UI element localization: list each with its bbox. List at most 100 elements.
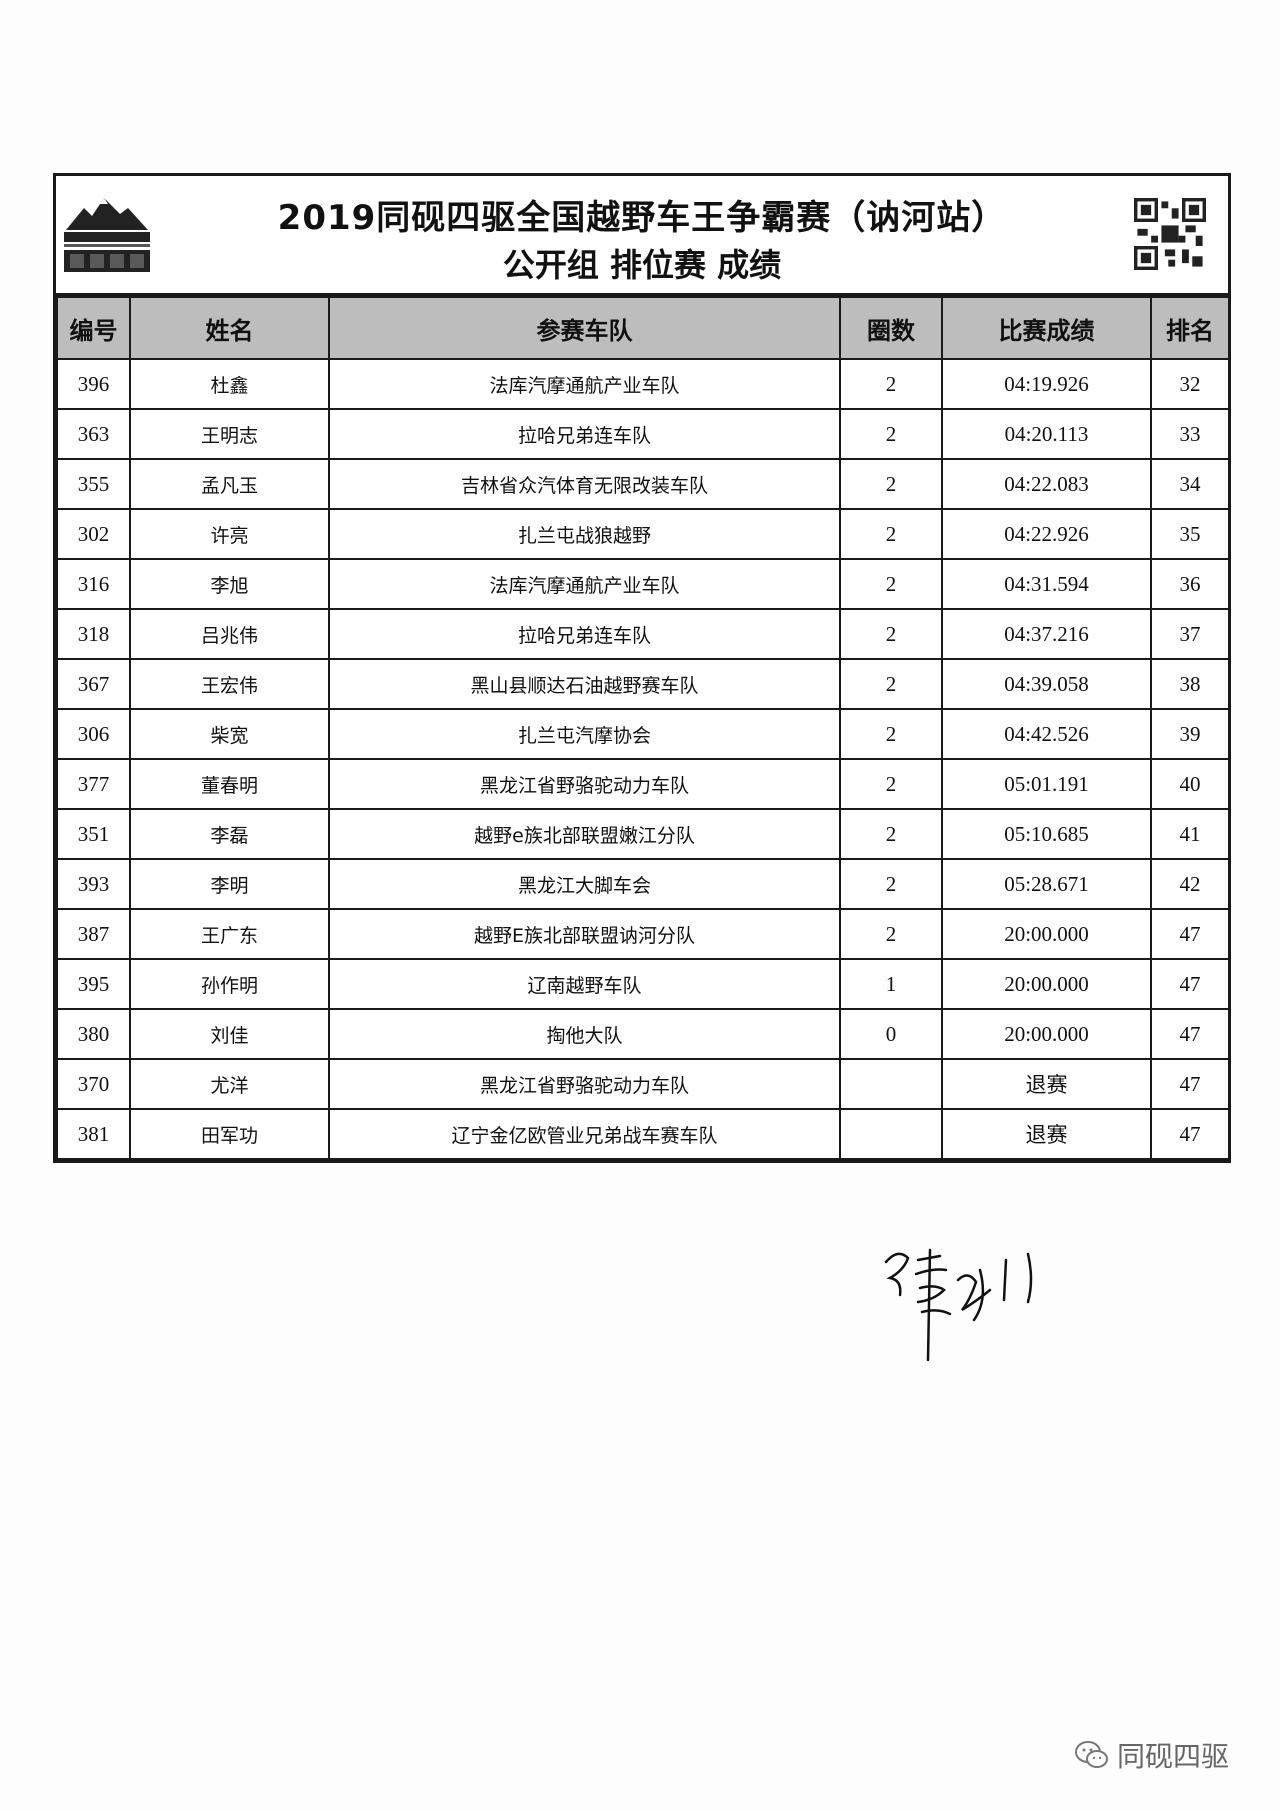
wechat-watermark: 同砚四驱	[1075, 1735, 1229, 1775]
race-result-cell: 04:19.926	[941, 358, 1152, 410]
laps-cell: 2	[839, 608, 943, 660]
tongyan-logo	[64, 198, 150, 272]
col-header-rank: 排名	[1150, 296, 1230, 360]
laps-cell: 2	[839, 808, 943, 860]
rank-cell: 41	[1150, 808, 1230, 860]
table-row: 318 吕兆伟 拉哈兄弟连车队 2 04:37.216 37	[56, 608, 1230, 660]
racer-name-cell: 李明	[129, 858, 330, 910]
racer-number-cell: 380	[56, 1008, 131, 1060]
race-result-cell: 04:31.594	[941, 558, 1152, 610]
racer-name-cell: 孙作明	[129, 958, 330, 1010]
racer-number-cell: 387	[56, 908, 131, 960]
col-header-number: 编号	[56, 296, 131, 360]
results-table: 编号 姓名 参赛车队 圈数 比赛成绩 排名 396 杜鑫 法库汽摩通航产业车队 2 04…	[56, 296, 1230, 1160]
team-name-cell: 扎兰屯战狼越野	[328, 508, 841, 560]
table-row: 316 李旭 法库汽摩通航产业车队 2 04:31.594 36	[56, 558, 1230, 610]
laps-cell	[839, 1108, 943, 1160]
wechat-icon	[1075, 1741, 1108, 1768]
rank-cell: 39	[1150, 708, 1230, 760]
table-row: 363 王明志 拉哈兄弟连车队 2 04:20.113 33	[56, 408, 1230, 460]
racer-number-cell: 306	[56, 708, 131, 760]
team-name-cell: 拉哈兄弟连车队	[328, 408, 841, 460]
racer-name-cell: 杜鑫	[129, 358, 330, 410]
table-row: 367 王宏伟 黑山县顺达石油越野赛车队 2 04:39.058 38	[56, 658, 1230, 710]
racer-name-cell: 李旭	[129, 558, 330, 610]
rank-cell: 36	[1150, 558, 1230, 610]
racer-name-cell: 李磊	[129, 808, 330, 860]
race-result-cell: 退赛	[941, 1108, 1152, 1160]
laps-cell: 2	[839, 408, 943, 460]
racer-name-cell: 许亮	[129, 508, 330, 560]
table-row: 381 田军功 辽宁金亿欧管业兄弟战车赛车队 退赛 47	[56, 1108, 1230, 1160]
rank-cell: 32	[1150, 358, 1230, 410]
laps-cell: 2	[839, 558, 943, 610]
team-name-cell: 黑龙江省野骆驼动力车队	[328, 758, 841, 810]
team-name-cell: 越野e族北部联盟嫩江分队	[328, 808, 841, 860]
team-name-cell: 辽宁金亿欧管业兄弟战车赛车队	[328, 1108, 841, 1160]
race-result-cell: 04:22.083	[941, 458, 1152, 510]
table-row: 393 李明 黑龙江大脚车会 2 05:28.671 42	[56, 858, 1230, 910]
col-header-team: 参赛车队	[328, 296, 841, 360]
qr-code	[1134, 198, 1206, 270]
laps-cell: 1	[839, 958, 943, 1010]
race-result-cell: 20:00.000	[941, 908, 1152, 960]
racer-name-cell: 尤洋	[129, 1058, 330, 1110]
page-subtitle: 公开组 排位赛 成绩	[502, 246, 782, 284]
laps-cell	[839, 1058, 943, 1110]
col-header-result: 比赛成绩	[941, 296, 1152, 360]
laps-cell: 2	[839, 858, 943, 910]
rank-cell: 47	[1150, 1058, 1230, 1110]
title-band: 2019同砚四驱全国越野车王争霸赛（讷河站） 公开组 排位赛 成绩	[56, 176, 1228, 296]
table-row: 370 尤洋 黑龙江省野骆驼动力车队 退赛 47	[56, 1058, 1230, 1110]
racer-number-cell: 367	[56, 658, 131, 710]
team-name-cell: 法库汽摩通航产业车队	[328, 358, 841, 410]
race-result-cell: 04:37.216	[941, 608, 1152, 660]
laps-cell: 2	[839, 758, 943, 810]
racer-name-cell: 王广东	[129, 908, 330, 960]
team-name-cell: 掏他大队	[328, 1008, 841, 1060]
team-name-cell: 法库汽摩通航产业车队	[328, 558, 841, 610]
racer-name-cell: 柴宽	[129, 708, 330, 760]
racer-number-cell: 393	[56, 858, 131, 910]
racer-name-cell: 田军功	[129, 1108, 330, 1160]
table-row: 355 孟凡玉 吉林省众汽体育无限改装车队 2 04:22.083 34	[56, 458, 1230, 510]
rank-cell: 33	[1150, 408, 1230, 460]
team-name-cell: 黑龙江省野骆驼动力车队	[328, 1058, 841, 1110]
race-result-cell: 05:10.685	[941, 808, 1152, 860]
racer-number-cell: 318	[56, 608, 131, 660]
racer-number-cell: 377	[56, 758, 131, 810]
racer-number-cell: 351	[56, 808, 131, 860]
handwritten-signature	[884, 1248, 1033, 1362]
racer-name-cell: 吕兆伟	[129, 608, 330, 660]
team-name-cell: 越野E族北部联盟讷河分队	[328, 908, 841, 960]
team-name-cell: 扎兰屯汽摩协会	[328, 708, 841, 760]
race-result-cell: 05:28.671	[941, 858, 1152, 910]
race-result-cell: 20:00.000	[941, 958, 1152, 1010]
racer-number-cell: 381	[56, 1108, 131, 1160]
page-title: 2019同砚四驱全国越野车王争霸赛（讷河站）	[277, 198, 1007, 238]
race-result-cell: 04:39.058	[941, 658, 1152, 710]
team-name-cell: 拉哈兄弟连车队	[328, 608, 841, 660]
racer-number-cell: 302	[56, 508, 131, 560]
team-name-cell: 黑龙江大脚车会	[328, 858, 841, 910]
table-row: 306 柴宽 扎兰屯汽摩协会 2 04:42.526 39	[56, 708, 1230, 760]
rank-cell: 47	[1150, 1108, 1230, 1160]
table-row: 380 刘佳 掏他大队 0 20:00.000 47	[56, 1008, 1230, 1060]
race-result-cell: 退赛	[941, 1058, 1152, 1110]
rank-cell: 47	[1150, 908, 1230, 960]
laps-cell: 0	[839, 1008, 943, 1060]
rank-cell: 42	[1150, 858, 1230, 910]
laps-cell: 2	[839, 458, 943, 510]
race-result-cell: 20:00.000	[941, 1008, 1152, 1060]
racer-number-cell: 363	[56, 408, 131, 460]
rank-cell: 35	[1150, 508, 1230, 560]
rank-cell: 34	[1150, 458, 1230, 510]
rank-cell: 47	[1150, 1008, 1230, 1060]
race-result-cell: 04:22.926	[941, 508, 1152, 560]
team-name-cell: 辽南越野车队	[328, 958, 841, 1010]
table-row: 395 孙作明 辽南越野车队 1 20:00.000 47	[56, 958, 1230, 1010]
race-result-cell: 04:20.113	[941, 408, 1152, 460]
race-result-cell: 05:01.191	[941, 758, 1152, 810]
team-name-cell: 吉林省众汽体育无限改装车队	[328, 458, 841, 510]
rank-cell: 47	[1150, 958, 1230, 1010]
